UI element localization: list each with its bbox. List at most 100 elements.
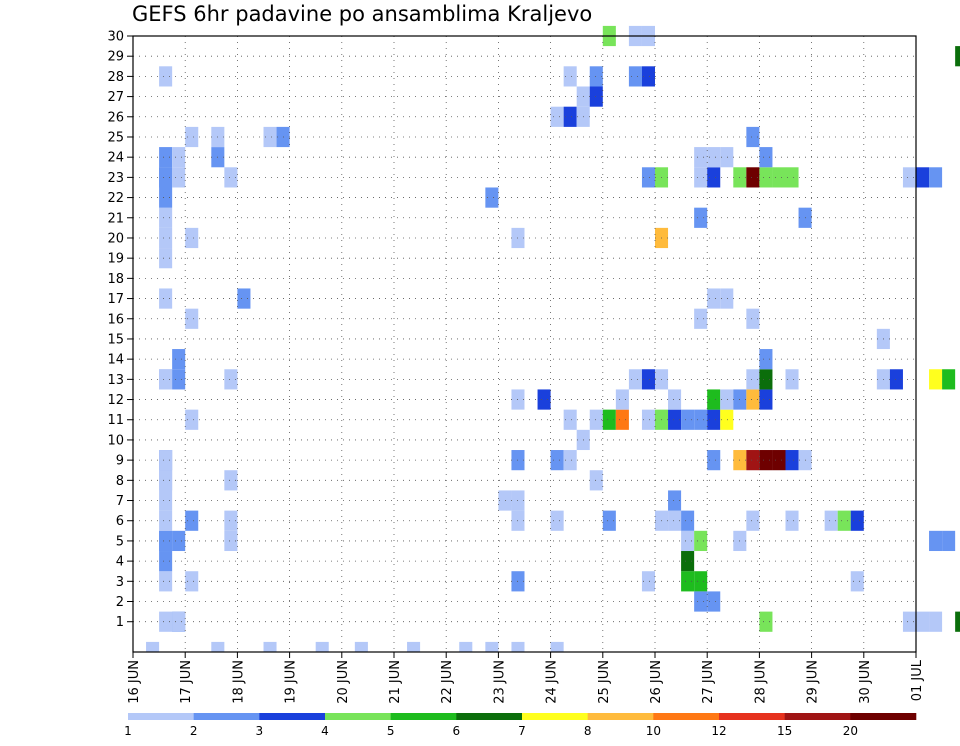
- precip-cell: [407, 641, 421, 652]
- legend-label: 5: [387, 724, 395, 738]
- precip-cell: [668, 409, 682, 430]
- precip-cell: [955, 46, 960, 67]
- y-tick-label: 1: [116, 615, 124, 630]
- legend-label: 15: [777, 724, 792, 738]
- chart-title: GEFS 6hr padavine po ansamblima Kraljevo: [132, 2, 593, 26]
- precip-cell: [902, 611, 916, 632]
- y-tick-label: 14: [107, 353, 124, 368]
- precip-cell: [224, 470, 238, 491]
- precip-cell: [694, 591, 708, 612]
- precip-cell: [550, 641, 564, 652]
- precip-cell: [159, 510, 173, 531]
- precip-cell: [459, 641, 473, 652]
- precip-cell: [746, 389, 760, 410]
- y-tick-label: 29: [107, 50, 124, 65]
- precip-cell: [720, 389, 734, 410]
- precip-cell: [668, 510, 682, 531]
- legend-swatch: [587, 713, 654, 720]
- precip-cell: [602, 510, 616, 531]
- precip-cell: [681, 409, 695, 430]
- x-tick-label: 21 JUN: [388, 660, 403, 704]
- legend-swatch: [522, 713, 588, 720]
- precip-cell: [641, 409, 655, 430]
- precip-cell: [720, 147, 734, 168]
- y-tick-label: 11: [107, 413, 124, 428]
- precip-cell: [694, 167, 708, 188]
- legend-swatch: [390, 713, 457, 720]
- legend-label: 7: [518, 724, 526, 738]
- legend-label: 3: [256, 724, 264, 738]
- precip-cell: [511, 641, 525, 652]
- precip-cell: [929, 167, 943, 188]
- y-tick-label: 21: [107, 211, 124, 226]
- precip-cell: [902, 167, 916, 188]
- x-tick-label: 30 JUN: [858, 660, 873, 704]
- precip-cell: [929, 369, 943, 390]
- precip-cell: [628, 369, 642, 390]
- x-tick-label: 17 JUN: [179, 660, 194, 704]
- precip-cell: [759, 167, 773, 188]
- precip-cell: [185, 409, 199, 430]
- precip-cell: [172, 167, 186, 188]
- precip-cell: [824, 510, 838, 531]
- precip-cell: [694, 207, 708, 228]
- y-tick-label: 18: [107, 272, 124, 287]
- precip-cell: [889, 369, 903, 390]
- precip-cell: [172, 349, 186, 370]
- legend-swatch: [850, 713, 917, 720]
- y-tick-label: 27: [107, 90, 124, 105]
- precip-cell: [759, 147, 773, 168]
- precip-cell: [916, 167, 930, 188]
- legend-label: 2: [190, 724, 198, 738]
- precip-cell: [185, 227, 199, 249]
- precip-cell: [694, 530, 708, 552]
- y-tick-label: 28: [107, 70, 124, 85]
- x-tick-label: 20 JUN: [336, 660, 351, 704]
- y-tick-label: 6: [116, 514, 124, 529]
- y-tick-label: 13: [107, 373, 124, 388]
- y-tick-label: 2: [116, 595, 124, 610]
- precip-cell: [172, 369, 186, 390]
- precip-cell: [485, 641, 499, 652]
- legend-label: 1: [124, 724, 132, 738]
- precip-cell: [159, 227, 173, 249]
- precip-cell: [772, 450, 786, 471]
- y-tick-label: 12: [107, 393, 124, 408]
- precip-cell: [707, 288, 721, 309]
- x-tick-label: 29 JUN: [806, 660, 821, 704]
- precip-cell: [159, 369, 173, 390]
- precip-cell: [159, 551, 173, 572]
- precip-cell: [237, 288, 251, 309]
- precip-cell: [159, 571, 173, 592]
- y-tick-label: 5: [116, 534, 124, 549]
- precip-cell: [694, 571, 708, 592]
- precip-cell: [589, 86, 603, 107]
- y-tick-label: 30: [107, 30, 124, 45]
- precip-cell: [589, 409, 603, 430]
- precip-cell: [929, 530, 943, 552]
- precip-cell: [589, 66, 603, 87]
- legend-swatch: [128, 713, 194, 720]
- precip-cell: [615, 389, 629, 410]
- x-tick-label: 27 JUN: [701, 660, 716, 704]
- plot-frame: [132, 35, 917, 653]
- precip-cell: [955, 611, 960, 632]
- precip-cell: [211, 641, 225, 652]
- y-tick-label: 8: [116, 474, 124, 489]
- precip-cell: [746, 510, 760, 531]
- precip-cell: [146, 641, 160, 652]
- y-tick-label: 9: [116, 454, 124, 469]
- precip-cell: [837, 510, 851, 531]
- precip-cell: [916, 611, 930, 632]
- precip-cell: [550, 450, 564, 471]
- y-tick-label: 19: [107, 252, 124, 267]
- precip-cell: [759, 450, 773, 471]
- precip-cell: [720, 288, 734, 309]
- x-tick-label: 19 JUN: [284, 660, 299, 704]
- y-tick-label: 23: [107, 171, 124, 186]
- precip-cell: [159, 490, 173, 511]
- precip-cell: [498, 490, 512, 511]
- precip-cell: [850, 510, 864, 531]
- precip-cell: [694, 409, 708, 430]
